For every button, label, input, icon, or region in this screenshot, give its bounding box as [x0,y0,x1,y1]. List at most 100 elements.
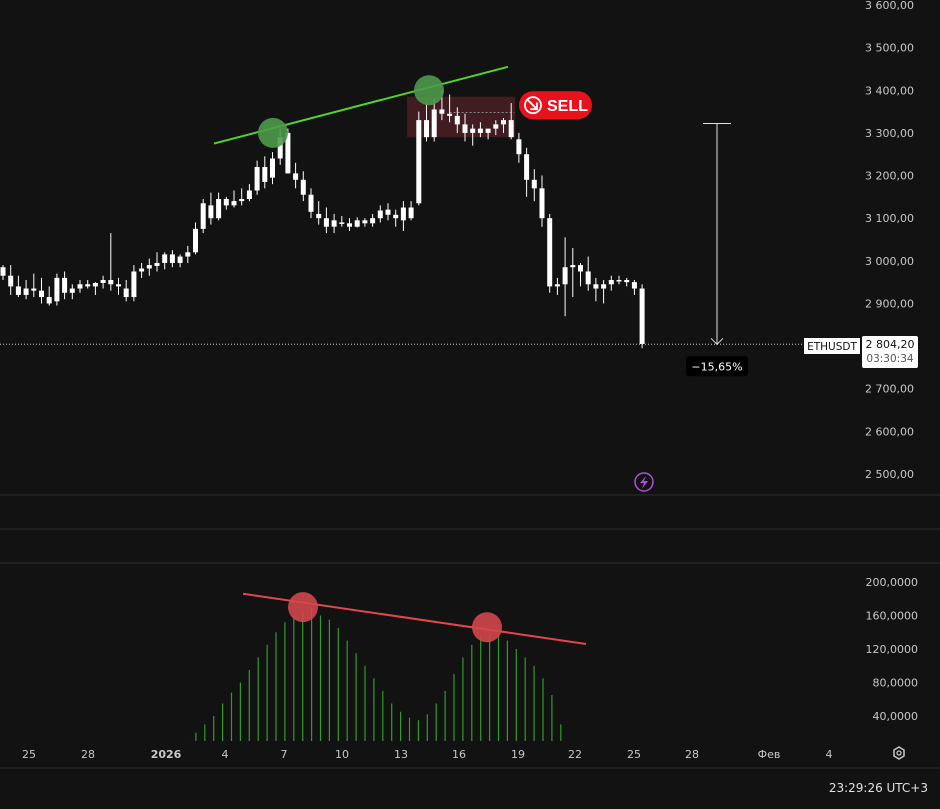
candle-body [54,277,60,302]
candle-body [385,209,391,215]
time-tick-label: 25 [22,748,36,761]
candle-body [516,139,522,155]
measure-label-box [686,356,748,377]
measure-tool[interactable]: −15,65% [686,123,748,377]
candle-body [570,265,576,268]
swing-high-marker [258,117,288,148]
candle-body [554,284,560,287]
symbol-label: ETHUSDT [807,341,857,353]
symbol-tag-bg [804,338,860,354]
symbol-tag[interactable]: ETHUSDT [804,338,860,354]
candle-body [100,280,106,283]
oscillator-peak-marker [472,612,502,643]
price-tick-label: 2 600,00 [865,425,914,438]
candle-body [416,120,422,204]
candle-body [578,265,583,272]
time-tick-label: 10 [335,748,349,761]
candle-body [62,277,68,293]
oscillator-axis[interactable]: 200,0000 160,0000 120,0000 80,0000 40,0000 [866,576,919,723]
candle-body [462,124,468,133]
candle-body [146,265,152,269]
candle-body [531,179,537,189]
candle-body [262,167,268,182]
sell-arrow-icon [524,96,542,115]
price-tick-label: 3 300,00 [865,127,914,140]
candle-body [131,271,137,298]
candle-body [308,194,314,212]
candle-body [169,254,175,263]
last-price-label: 2 804,20 [866,338,915,351]
candle-body [0,267,6,276]
candle-body [501,120,506,125]
candle-body [408,207,414,219]
candle-body [362,220,368,224]
sell-badge[interactable]: SELL [519,91,592,120]
candle-body [493,124,499,129]
candle-body [347,223,352,227]
candle-body [8,275,14,287]
time-tick-label: 22 [568,748,582,761]
price-tag[interactable]: 2 804,20 03:30:34 [862,336,918,368]
oscillator-tick-label: 120,0000 [866,643,919,656]
price-tick-label: 3 100,00 [865,212,914,225]
candle-body [454,115,460,125]
price-tag-bg [862,336,918,368]
swing-high-marker [414,75,444,106]
bar-countdown: 03:30:34 [866,353,913,365]
candle-body [123,288,129,298]
candle-body [601,284,607,289]
candle-body [162,254,168,263]
price-tick-label: 3 500,00 [865,42,914,55]
price-tick-label: 3 400,00 [865,84,914,97]
candle-body [624,280,630,283]
time-tick-label: 25 [627,748,641,761]
candle-body [92,282,98,287]
oscillator-tick-label: 40,0000 [873,710,919,723]
candle-body [547,218,553,287]
candle-body [277,137,283,159]
candle-body [69,288,75,293]
candle-body [370,218,376,224]
candle-body [154,262,160,266]
sell-badge-label: SELL [547,98,588,115]
time-tick-label: 7 [281,748,288,761]
price-tick-label: 3 600,00 [865,0,914,12]
candle-body [585,271,591,285]
time-tick-label: 28 [685,748,699,761]
candle-body [246,190,252,199]
candle-body [15,286,21,295]
candle-body [616,280,622,282]
price-tick-label: 2 500,00 [865,468,914,481]
candle-body [439,109,445,114]
candle-body [85,284,91,287]
candle-body [116,284,121,287]
candle-body [354,220,360,227]
candle-body [23,288,29,295]
candle-body [285,132,291,174]
candle-body [77,284,83,289]
candle-body [46,297,52,304]
candle-body [293,173,299,180]
time-tick-label: 4 [826,748,833,761]
candle-body [200,203,206,229]
candle-body [193,228,198,253]
candle-body [177,256,183,263]
price-tick-label: 2 900,00 [865,297,914,310]
lightning-icon[interactable] [634,472,654,492]
candle-body [470,128,476,133]
oscillator-tick-label: 160,0000 [866,610,919,623]
measure-arrow [710,337,724,346]
clock[interactable]: 23:29:26 UTC+3 [828,781,928,795]
time-tick-label: 16 [452,748,466,761]
price-tick-label: 3 200,00 [865,170,914,183]
time-tick-label: 19 [511,748,525,761]
time-tick-label: 13 [394,748,408,761]
oscillator-peak-marker [288,592,318,623]
time-axis[interactable]: 25 28 2026 4 7 10 13 16 19 22 25 28 Фев 4 [22,748,833,761]
candle-body [231,201,237,206]
gear-icon[interactable] [893,746,905,760]
time-tick-label: 2026 [151,748,182,761]
candle-body [639,288,645,344]
candle-body [393,214,399,219]
